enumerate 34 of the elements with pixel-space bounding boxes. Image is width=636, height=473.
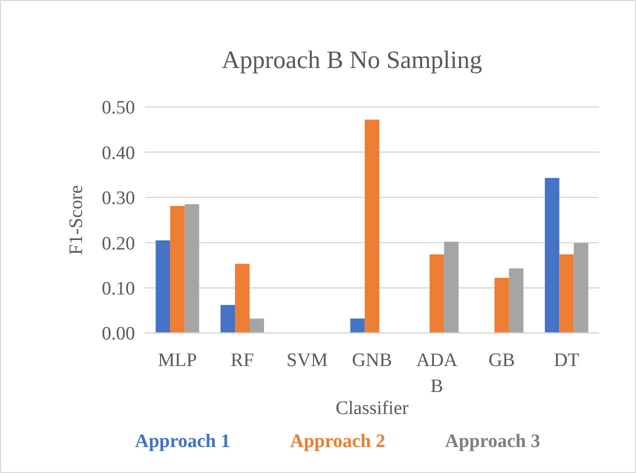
bar <box>508 268 524 333</box>
x-tick-label: GNB <box>352 350 392 371</box>
y-tick-label: 0.40 <box>102 142 135 164</box>
bar <box>574 243 588 333</box>
bar <box>220 304 236 333</box>
bar <box>156 240 170 333</box>
bar <box>350 318 365 333</box>
y-tick-label: 0.50 <box>102 98 135 119</box>
x-tick-label: RF <box>230 350 254 371</box>
chart-title: Approach B No Sampling <box>222 47 483 74</box>
bar <box>430 254 444 333</box>
text: Approach 1 <box>135 431 230 452</box>
y-tick-label: 0.20 <box>102 233 135 254</box>
bar <box>364 120 380 333</box>
bar <box>444 242 459 333</box>
y-tick-label: 0.00 <box>102 324 135 345</box>
x-tick-label: ADA B <box>416 350 458 397</box>
y-tick-label: 0.30 <box>102 188 135 210</box>
x-axis-title: Classifier <box>336 398 410 419</box>
bar <box>544 178 560 333</box>
bar <box>559 254 574 333</box>
bar <box>235 264 250 333</box>
bar <box>184 204 200 333</box>
text: Approach 2 <box>290 431 386 452</box>
y-axis-title: F1-Score <box>66 185 87 255</box>
y-tick-label: 0.10 <box>102 278 135 300</box>
bar <box>170 206 185 333</box>
bar <box>250 318 264 333</box>
text: Approach 3 <box>445 431 540 452</box>
x-tick-label: GB <box>488 350 515 371</box>
x-tick-label: SVM <box>286 350 328 371</box>
bar <box>494 278 509 333</box>
x-tick-label: MLP <box>158 350 197 371</box>
x-tick-label: DT <box>554 350 580 371</box>
